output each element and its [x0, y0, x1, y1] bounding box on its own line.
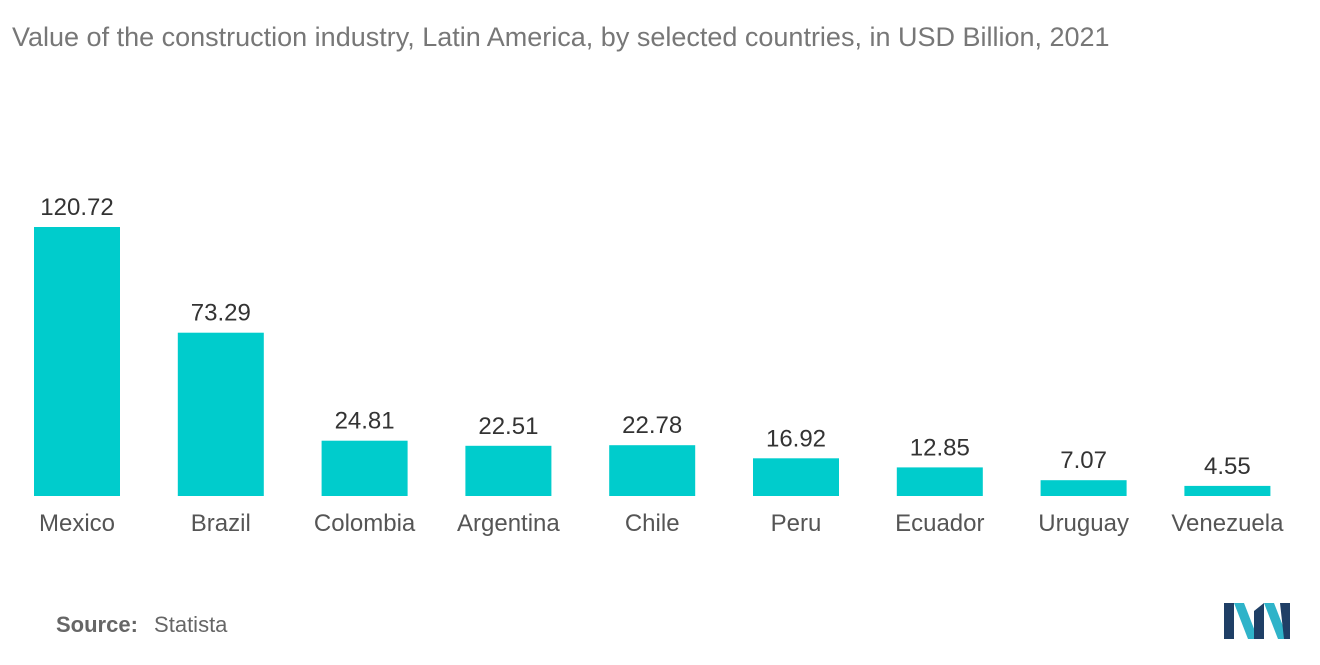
bar-uruguay — [1040, 480, 1127, 496]
chart-title: Value of the construction industry, Lati… — [12, 22, 1110, 52]
category-label-ecuador: Ecuador — [895, 510, 984, 537]
value-label-uruguay: 7.07 — [1060, 447, 1107, 474]
bar-colombia — [321, 440, 408, 496]
bar-chile — [609, 445, 696, 496]
source-note: Source: Statista — [56, 612, 227, 638]
value-label-brazil: 73.29 — [191, 300, 251, 327]
category-label-venezuela: Venezuela — [1171, 510, 1284, 537]
value-label-argentina: 22.51 — [478, 413, 538, 440]
logo-shape-diag-2 — [1264, 603, 1288, 639]
category-label-chile: Chile — [625, 510, 680, 537]
bar-peru — [753, 458, 839, 496]
bar-venezuela — [1184, 485, 1271, 496]
category-label-brazil: Brazil — [191, 510, 251, 537]
logo-shape-right — [1280, 603, 1290, 639]
category-label-argentina: Argentina — [457, 510, 560, 537]
logo-shape-left — [1224, 603, 1234, 639]
source-label: Source: — [56, 612, 138, 637]
category-label-colombia: Colombia — [314, 510, 416, 537]
value-labels-group: 120.72 73.29 24.81 22.51 22.78 16.92 12.85 7.07… — [40, 194, 1250, 480]
bar-argentina — [465, 445, 552, 496]
value-label-mexico: 120.72 — [40, 194, 113, 221]
value-label-chile: 22.78 — [622, 412, 682, 439]
logo-shape-diag-1 — [1234, 603, 1258, 639]
bar-chart: 120.72 73.29 24.81 22.51 22.78 16.92 12.85 7.07… — [34, 194, 1284, 537]
bar-ecuador — [896, 467, 983, 496]
value-label-venezuela: 4.55 — [1204, 453, 1251, 480]
value-label-peru: 16.92 — [766, 425, 826, 452]
mordor-intelligence-logo-icon — [1224, 603, 1290, 639]
source-value: Statista — [154, 612, 228, 637]
bar-mexico — [34, 227, 120, 496]
logo-shape-mid — [1254, 603, 1264, 639]
value-label-colombia: 24.81 — [335, 408, 395, 435]
value-label-ecuador: 12.85 — [910, 434, 970, 461]
category-label-peru: Peru — [771, 510, 822, 537]
bar-brazil — [177, 332, 264, 496]
bars-group — [34, 227, 1271, 496]
category-label-uruguay: Uruguay — [1038, 510, 1129, 537]
category-labels-group: Mexico Brazil Colombia Argentina Chile Peru Ec… — [39, 510, 1284, 537]
category-label-mexico: Mexico — [39, 510, 115, 537]
